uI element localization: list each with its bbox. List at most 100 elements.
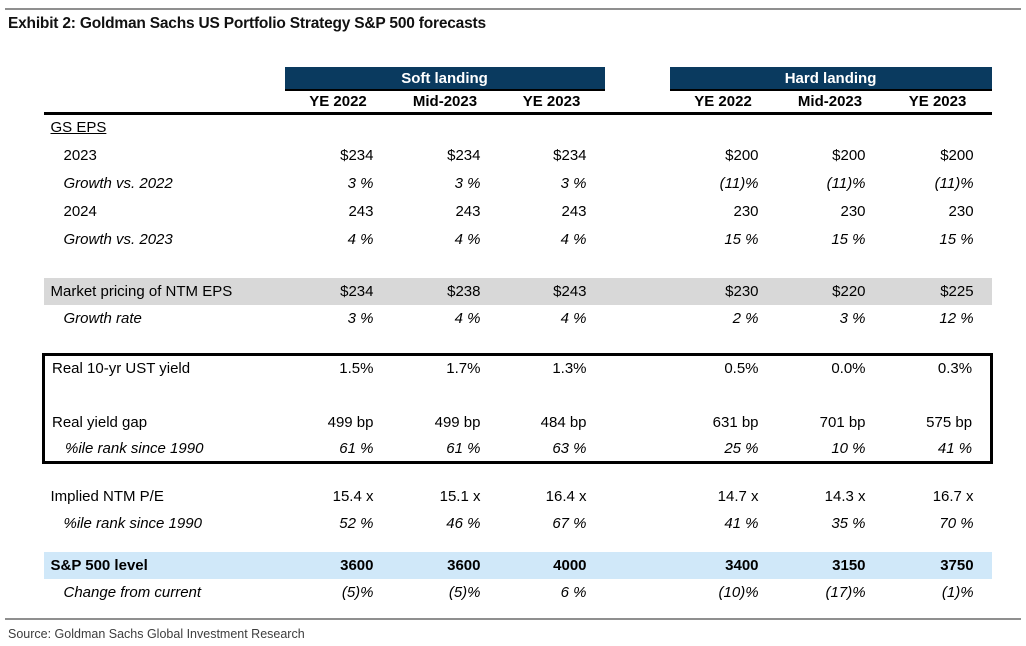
row-label: Market pricing of NTM EPS — [43, 278, 285, 305]
value-cell: $234 — [553, 146, 587, 164]
row-label: Growth rate — [63, 310, 142, 327]
value-cell: 3400 — [669, 552, 777, 579]
top-divider — [5, 8, 1021, 10]
row-label: Implied NTM P/E — [50, 487, 164, 505]
value-cell: 243 — [455, 202, 481, 220]
value-cell: $234 — [340, 146, 374, 164]
row-label: 2024 — [63, 202, 97, 220]
value-cell: 61 % — [339, 439, 374, 457]
value-cell: 15.4 x — [332, 487, 374, 505]
row-real-ust-yield: Real 10-yr UST yield 1.5% 1.7% 1.3% 0.5%… — [44, 354, 992, 382]
row-label: Real yield gap — [52, 413, 148, 431]
source-attribution: Source: Goldman Sachs Global Investment … — [8, 627, 305, 641]
row-label: Real 10-yr UST yield — [52, 360, 191, 378]
value-cell: 10 % — [831, 439, 866, 457]
value-cell: 0.0% — [831, 360, 866, 378]
value-cell: 3 % — [347, 310, 374, 327]
value-cell: (1)% — [941, 584, 974, 601]
col-header: YE 2022 — [284, 90, 392, 115]
bottom-divider — [5, 618, 1021, 620]
value-cell: 25 % — [724, 439, 759, 457]
value-cell: (11)% — [826, 174, 866, 192]
value-cell: 16.4 x — [545, 487, 587, 505]
value-cell: 15 % — [939, 230, 974, 248]
value-cell: 61 % — [446, 439, 481, 457]
value-cell: 41 % — [937, 439, 973, 457]
col-header: Mid-2023 — [391, 90, 499, 115]
value-cell: 4000 — [498, 552, 605, 579]
value-cell: $200 — [940, 146, 974, 164]
value-cell: 3750 — [883, 552, 992, 579]
value-cell: 6 % — [560, 584, 587, 601]
hard-landing-header: Hard landing — [669, 67, 992, 91]
value-cell: 499 bp — [434, 413, 481, 431]
value-cell: 3150 — [776, 552, 884, 579]
row-yield-gap-rank: %ile rank since 1990 61 % 61 % 63 % 25 %… — [44, 436, 992, 462]
value-cell: 0.5% — [724, 360, 759, 378]
value-cell: 63 % — [552, 439, 587, 457]
row-implied-pe: Implied NTM P/E 15.4 x 15.1 x 16.4 x 14.… — [44, 482, 992, 510]
value-cell: 35 % — [831, 514, 866, 532]
value-cell: 4 % — [454, 230, 481, 248]
value-cell: 52 % — [339, 514, 374, 532]
value-cell: 46 % — [446, 514, 481, 532]
value-cell: 3600 — [284, 552, 392, 579]
value-cell: 575 bp — [926, 413, 973, 431]
row-sp500-level: S&P 500 level 3600 3600 4000 3400 3150 3… — [43, 552, 992, 579]
value-cell: 15 % — [724, 230, 759, 248]
value-cell: $234 — [447, 146, 481, 164]
value-cell: 4 % — [454, 310, 481, 327]
row-eps-2023: 2023 $234 $234 $234 $200 $200 $200 — [44, 141, 992, 169]
value-cell: 484 bp — [540, 413, 587, 431]
column-header-row: YE 2022 Mid-2023 YE 2023 YE 2022 Mid-202… — [43, 90, 992, 115]
row-label: S&P 500 level — [43, 552, 285, 579]
row-label: 2023 — [63, 146, 97, 164]
value-cell: (5)% — [341, 584, 374, 601]
value-cell: 230 — [840, 202, 866, 220]
value-cell: $225 — [883, 278, 992, 305]
value-cell: 243 — [348, 202, 374, 220]
col-header: Mid-2023 — [776, 90, 884, 115]
value-cell: 14.7 x — [717, 487, 759, 505]
value-cell: 70 % — [939, 514, 974, 532]
soft-landing-header: Soft landing — [284, 67, 605, 91]
value-cell: 0.3% — [937, 360, 973, 378]
value-cell: $234 — [284, 278, 392, 305]
value-cell: 14.3 x — [824, 487, 866, 505]
value-cell: 3600 — [391, 552, 499, 579]
value-cell: $230 — [669, 278, 777, 305]
exhibit-title: Exhibit 2: Goldman Sachs US Portfolio St… — [8, 15, 486, 32]
value-cell: 1.5% — [339, 360, 374, 378]
value-cell: 243 — [561, 202, 587, 220]
row-label: %ile rank since 1990 — [65, 439, 204, 457]
spacer-row — [44, 253, 992, 278]
section-label: GS EPS — [50, 119, 107, 137]
value-cell: 41 % — [724, 514, 759, 532]
value-cell: 4 % — [347, 230, 374, 248]
row-real-yield-gap: Real yield gap 499 bp 499 bp 484 bp 631 … — [44, 408, 992, 436]
row-change-from-current: Change from current (5)% (5)% 6 % (10)% … — [44, 579, 992, 606]
row-growth-vs-2023: Growth vs. 2023 4 % 4 % 4 % 15 % 15 % 15… — [44, 225, 992, 253]
value-cell: $200 — [832, 146, 866, 164]
row-market-pricing: Market pricing of NTM EPS $234 $238 $243… — [43, 278, 992, 305]
value-cell: 499 bp — [327, 413, 374, 431]
row-growth-rate: Growth rate 3 % 4 % 4 % 2 % 3 % 12 % — [44, 305, 992, 332]
row-eps-2024: 2024 243 243 243 230 230 230 — [44, 197, 992, 225]
value-cell: $220 — [776, 278, 884, 305]
row-label: Growth vs. 2023 — [63, 230, 173, 248]
spacer-row — [44, 536, 992, 552]
row-label: Change from current — [63, 584, 202, 601]
spacer-row — [44, 332, 992, 354]
forecast-table-container: Soft landing Hard landing YE 2022 Mid-20… — [42, 67, 993, 606]
col-header: YE 2023 — [498, 90, 605, 115]
value-cell: 3 % — [347, 174, 374, 192]
value-cell: 631 bp — [712, 413, 759, 431]
col-header: YE 2022 — [669, 90, 777, 115]
value-cell: 15.1 x — [439, 487, 481, 505]
value-cell: 1.3% — [552, 360, 587, 378]
row-label: Growth vs. 2022 — [63, 174, 173, 192]
value-cell: 1.7% — [446, 360, 481, 378]
value-cell: 12 % — [939, 310, 974, 327]
value-cell: 67 % — [552, 514, 587, 532]
spacer-row — [44, 382, 992, 408]
